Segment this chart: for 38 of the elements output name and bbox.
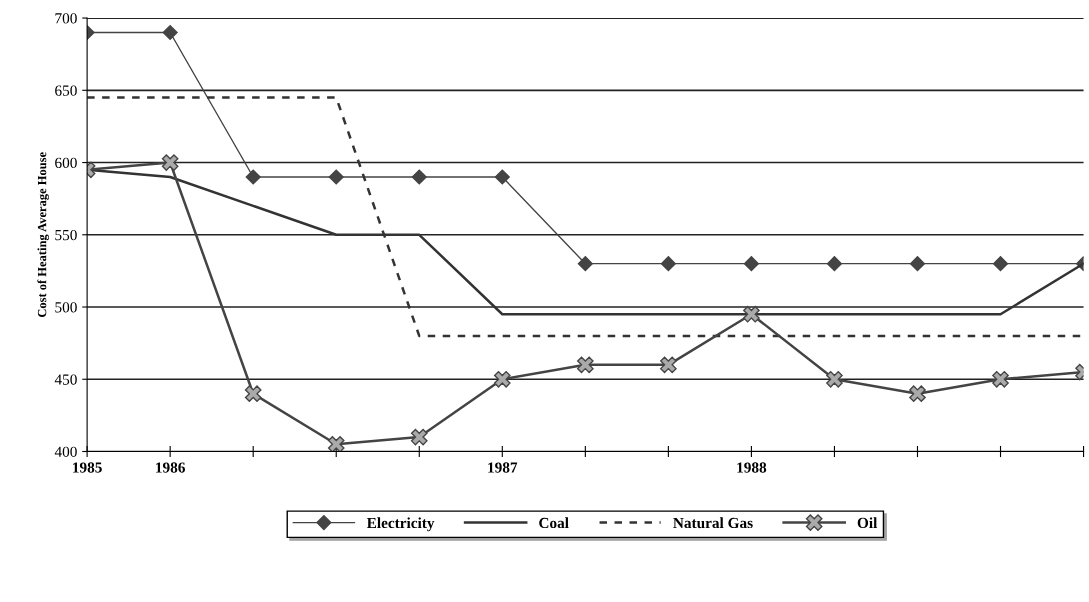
point (909, 256, 926, 272)
legend-label: Coal (539, 517, 569, 529)
point (660, 356, 677, 374)
x-tick-label: 1986 (156, 462, 185, 473)
point (411, 169, 427, 185)
point (577, 356, 594, 374)
y-axis-title: Cost of Heating Average House (37, 152, 49, 318)
point (909, 385, 926, 403)
y-tick-label: 700 (55, 13, 77, 24)
point (161, 154, 179, 171)
point (743, 256, 759, 272)
point (826, 370, 843, 388)
point (660, 256, 676, 272)
legend-label: Oil (857, 517, 878, 529)
y-tick-label: 500 (55, 302, 77, 313)
x-tick-label: 1988 (737, 462, 767, 473)
point (743, 305, 760, 323)
legend-label: Natural Gas (673, 517, 753, 529)
point (493, 370, 511, 388)
point (992, 370, 1009, 388)
y-tick-label: 550 (55, 229, 77, 241)
point (162, 24, 178, 41)
point (245, 169, 261, 185)
y-tick-label: 600 (55, 157, 77, 168)
y-tick-label: 450 (54, 374, 77, 385)
point (577, 256, 593, 272)
y-tick-label: 400 (54, 446, 77, 457)
point (826, 256, 843, 272)
point (494, 169, 510, 185)
point (328, 169, 344, 185)
x-tick-label: 1987 (488, 462, 518, 473)
point (244, 385, 262, 403)
point (327, 435, 345, 452)
legend-label: Electricity (366, 517, 435, 532)
point (410, 428, 428, 446)
y-tick-label: 650 (55, 85, 77, 96)
x-tick-label: 1985 (73, 462, 102, 473)
point (992, 256, 1009, 272)
